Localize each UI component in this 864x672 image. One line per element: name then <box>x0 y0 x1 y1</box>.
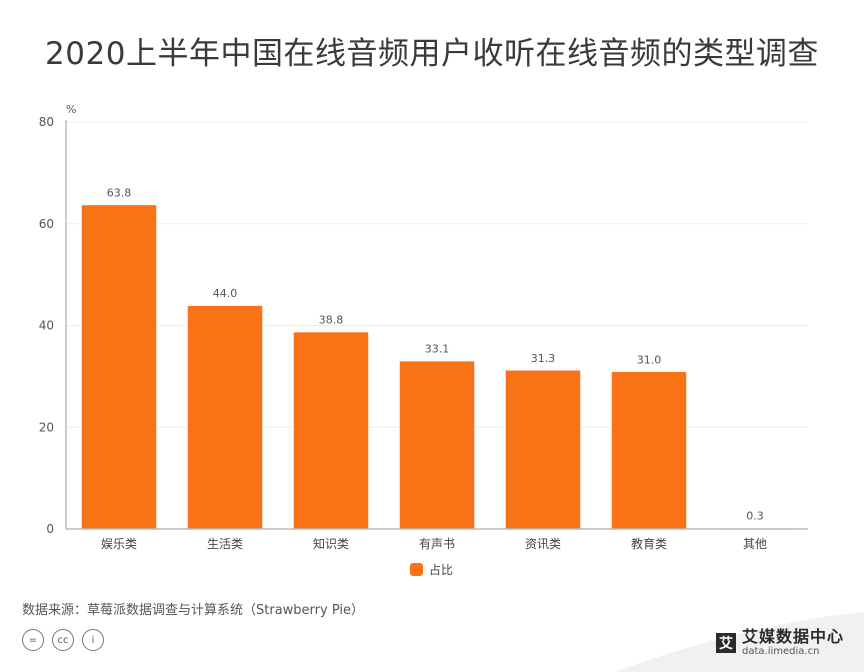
brand-logo: 艾 艾媒数据中心 data.iimedia.cn <box>716 627 845 658</box>
bar <box>610 370 688 530</box>
x-tick-label: 有声书 <box>419 537 455 551</box>
x-tick-label: 生活类 <box>207 537 243 551</box>
brand-url: data.iimedia.cn <box>742 646 820 658</box>
brand-name: 艾媒数据中心 <box>742 627 845 646</box>
x-tick-label: 教育类 <box>631 536 667 551</box>
y-axis: 0 20 40 60 80 <box>39 115 67 536</box>
legend-label: 占比 <box>429 562 453 577</box>
brand-swoosh <box>614 612 864 672</box>
y-tick-label: 20 <box>39 420 54 434</box>
data-label: 31.3 <box>531 352 556 365</box>
nd-icon: = <box>22 629 44 651</box>
data-label: 0.3 <box>746 509 764 522</box>
brand-mark-icon: 艾 <box>716 632 736 653</box>
bars: 63.8 44.0 38.8 33.1 31.3 31.0 0.3 <box>80 186 794 530</box>
y-tick-label: 60 <box>39 217 54 231</box>
legend: 占比 <box>410 562 453 577</box>
bar <box>504 369 582 530</box>
license-icons: = cc i <box>22 629 104 651</box>
data-label: 31.0 <box>637 353 662 366</box>
x-tick-label: 知识类 <box>313 537 349 551</box>
data-label: 44.0 <box>213 287 238 300</box>
x-tick-label: 其他 <box>743 537 767 551</box>
cc-icon: cc <box>52 629 74 651</box>
y-axis-label: % <box>66 103 76 116</box>
data-label: 33.1 <box>425 343 450 356</box>
y-tick-label: 80 <box>39 115 54 129</box>
x-axis: 娱乐类 生活类 知识类 有声书 资讯类 教育类 其他 <box>66 528 808 551</box>
bar <box>80 203 158 530</box>
legend-swatch <box>410 563 423 576</box>
bar <box>186 304 264 530</box>
x-tick-label: 娱乐类 <box>101 537 137 551</box>
y-tick-label: 0 <box>46 522 54 536</box>
bar <box>292 330 370 530</box>
source-note: 数据来源：草莓派数据调查与计算系统（Strawberry Pie） <box>22 603 364 618</box>
bar <box>398 359 476 530</box>
y-tick-label: 40 <box>39 319 54 333</box>
attribution-icon: i <box>82 629 104 651</box>
chart-title: 2020上半年中国在线音频用户收听在线音频的类型调查 <box>45 36 819 72</box>
data-label: 38.8 <box>319 314 344 327</box>
x-tick-label: 资讯类 <box>525 537 561 551</box>
data-label: 63.8 <box>107 186 132 199</box>
